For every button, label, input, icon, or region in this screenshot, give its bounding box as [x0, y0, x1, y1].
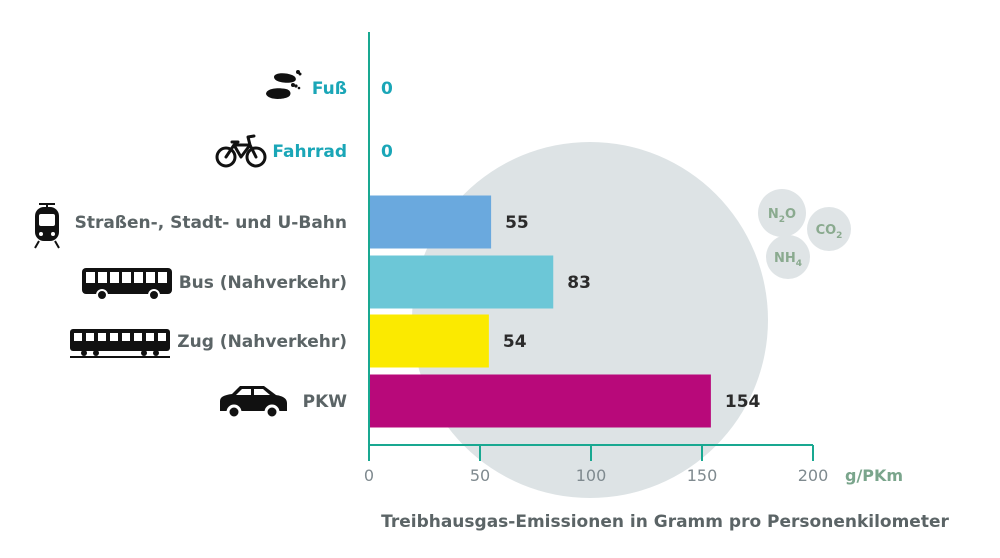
- gas-label: N2O: [768, 207, 796, 225]
- category-icons: [34, 70, 302, 420]
- category-label: Fuß: [312, 79, 347, 99]
- bars: 0 0 55 83 54 154: [369, 79, 761, 428]
- value-label: 55: [505, 213, 529, 233]
- bar: [369, 314, 489, 368]
- bus-icon: [82, 268, 172, 301]
- x-tick-label: 150: [687, 466, 718, 485]
- footprints-icon: [266, 70, 302, 99]
- x-axis-title: Treibhausgas-Emissionen in Gramm pro Per…: [381, 512, 949, 532]
- value-label: 154: [725, 392, 761, 412]
- bar: [369, 255, 554, 309]
- category-label: Bus (Nahverkehr): [179, 273, 347, 293]
- x-axis-unit: g/PKm: [845, 466, 903, 485]
- x-tick-label: 100: [576, 466, 607, 485]
- bicycle-icon: [215, 134, 267, 168]
- category-label: Zug (Nahverkehr): [177, 332, 347, 352]
- category-label: PKW: [303, 392, 348, 412]
- category-labels: Fuß Fahrrad Straßen-, Stadt- und U-Bahn Bus…: [75, 79, 348, 412]
- category-label: Fahrrad: [272, 142, 347, 162]
- x-tick-label: 200: [798, 466, 829, 485]
- category-label: Straßen-, Stadt- und U-Bahn: [75, 213, 347, 233]
- x-tick-label: 50: [470, 466, 490, 485]
- train-icon: [70, 329, 170, 358]
- value-label: 0: [381, 79, 393, 99]
- gas-bubble: [766, 235, 810, 279]
- gas-bubble: [758, 189, 806, 237]
- value-label: 83: [567, 273, 591, 293]
- bar: [369, 195, 492, 249]
- x-tick-label: 0: [364, 466, 374, 485]
- value-label: 54: [503, 332, 527, 352]
- gas-label: CO2: [816, 223, 843, 241]
- car-icon: [220, 386, 287, 420]
- gas-label: NH4: [774, 251, 802, 269]
- bar: [369, 374, 711, 428]
- value-label: 0: [381, 142, 393, 162]
- tram-icon: [34, 203, 60, 249]
- gas-bubble: [807, 207, 851, 251]
- axes: 0 50 100 150 200: [364, 32, 828, 485]
